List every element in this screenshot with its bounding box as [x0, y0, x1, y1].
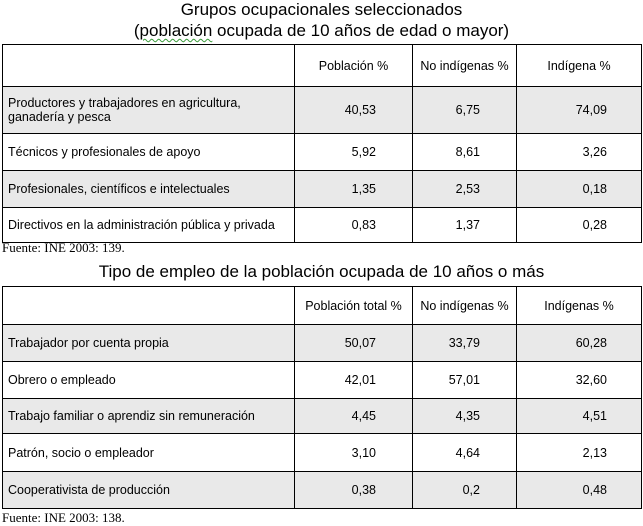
row-label: Obrero o empleado — [2, 361, 295, 399]
cell-no-indigenas: 0,2 — [412, 471, 517, 509]
cell-no-indigenas: 6,75 — [412, 86, 517, 134]
table-row: Técnicos y profesionales de apoyo 5,92 8… — [2, 133, 642, 171]
table-header-row: Población % No indígenas % Indígena % — [2, 44, 642, 87]
row-label: Directivos en la administración pública … — [2, 207, 295, 243]
row-label: Cooperativista de producción — [2, 471, 295, 509]
table1-title: Grupos ocupacionales seleccionados — [180, 0, 463, 19]
cell-no-indigenas: 4,35 — [412, 398, 517, 434]
cell-poblacion: 5,92 — [294, 133, 413, 171]
cell-poblacion: 4,45 — [294, 398, 413, 434]
cell-indigena: 74,09 — [516, 86, 642, 134]
cell-no-indigenas: 1,37 — [412, 207, 517, 243]
table-row: Obrero o empleado 42,01 57,01 32,60 — [2, 361, 642, 399]
table-row: Cooperativista de producción 0,38 0,2 0,… — [2, 471, 642, 509]
cell-indigena: 3,26 — [516, 133, 642, 171]
table-employment-type: Población total % No indígenas % Indígen… — [2, 286, 642, 509]
table-row: Patrón, socio o empleador 3,10 4,64 2,13 — [2, 433, 642, 472]
row-label: Productores y trabajadores en agricultur… — [2, 86, 295, 134]
header-cell — [2, 44, 295, 87]
header-cell: Indígena % — [516, 44, 642, 87]
table-row: Directivos en la administración pública … — [2, 207, 642, 243]
cell-poblacion: 50,07 — [294, 324, 413, 362]
row-label: Trabajo familiar o aprendiz sin remunera… — [2, 398, 295, 434]
table-header-row: Población total % No indígenas % Indígen… — [2, 286, 642, 325]
cell-indigena: 0,18 — [516, 170, 642, 208]
header-cell: No indígenas % — [412, 44, 517, 87]
cell-indigena: 60,28 — [516, 324, 642, 362]
table-row: Trabajo familiar o aprendiz sin remunera… — [2, 398, 642, 434]
row-label: Profesionales, científicos e intelectual… — [2, 170, 295, 208]
table-row: Profesionales, científicos e intelectual… — [2, 170, 642, 208]
cell-no-indigenas: 33,79 — [412, 324, 517, 362]
cell-poblacion: 0,38 — [294, 471, 413, 509]
cell-poblacion: 42,01 — [294, 361, 413, 399]
cell-poblacion: 0,83 — [294, 207, 413, 243]
cell-poblacion: 1,35 — [294, 170, 413, 208]
cell-no-indigenas: 4,64 — [412, 433, 517, 472]
table-occupational-groups: Población % No indígenas % Indígena % Pr… — [2, 44, 642, 243]
header-cell: Indígenas % — [516, 286, 642, 325]
cell-no-indigenas: 57,01 — [412, 361, 517, 399]
cell-indigena: 0,48 — [516, 471, 642, 509]
header-cell — [2, 286, 295, 325]
table-row: Trabajador por cuenta propia 50,07 33,79… — [2, 324, 642, 362]
subtitle-spellcheck-word: población — [139, 21, 213, 40]
subtitle-rest: ocupada de 10 años de edad o mayor) — [212, 21, 510, 40]
header-cell: Población % — [294, 44, 413, 87]
row-label: Técnicos y profesionales de apoyo — [2, 133, 295, 171]
cell-poblacion: 40,53 — [294, 86, 413, 134]
header-cell: Población total % — [294, 286, 413, 325]
subtitle-open: ( — [133, 21, 140, 40]
row-label: Trabajador por cuenta propia — [2, 324, 295, 362]
table-row: Productores y trabajadores en agricultur… — [2, 86, 642, 134]
cell-indigena: 4,51 — [516, 398, 642, 434]
header-cell: No indígenas % — [412, 286, 517, 325]
table2-source: Fuente: INE 2003: 138. — [2, 510, 125, 525]
row-label: Patrón, socio o empleador — [2, 433, 295, 472]
table1-subtitle: (población ocupada de 10 años de edad o … — [0, 21, 643, 41]
cell-poblacion: 3,10 — [294, 433, 413, 472]
table1-source: Fuente: INE 2003: 139. — [2, 240, 125, 255]
cell-indigena: 0,28 — [516, 207, 642, 243]
cell-no-indigenas: 8,61 — [412, 133, 517, 171]
table2-title: Tipo de empleo de la población ocupada d… — [98, 262, 545, 281]
cell-indigena: 2,13 — [516, 433, 642, 472]
cell-indigena: 32,60 — [516, 361, 642, 399]
cell-no-indigenas: 2,53 — [412, 170, 517, 208]
